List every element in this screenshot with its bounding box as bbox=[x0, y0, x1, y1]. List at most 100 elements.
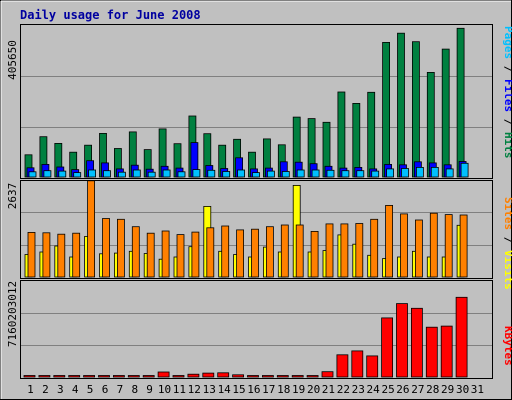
sites-bar-day-29 bbox=[444, 214, 453, 278]
pages-bar-day-1 bbox=[28, 171, 37, 178]
pages-bar-day-27 bbox=[415, 166, 424, 178]
kbytes-bar-day-12 bbox=[187, 373, 200, 378]
bars-layer bbox=[23, 27, 469, 378]
sites-bar-day-24 bbox=[370, 218, 379, 278]
sites-bar-day-7 bbox=[117, 218, 125, 278]
pages-bar-day-15 bbox=[237, 169, 246, 178]
pages-bar-day-24 bbox=[371, 170, 380, 178]
x-tick-label-day-12: 12 bbox=[188, 383, 201, 396]
sites-bar-day-6 bbox=[102, 218, 110, 278]
x-tick-label-day-15: 15 bbox=[232, 383, 245, 396]
kbytes-bar-day-26 bbox=[396, 303, 408, 378]
kbytes-bar-day-8 bbox=[127, 375, 140, 378]
pages-bar-day-19 bbox=[296, 169, 305, 178]
pages-bar-day-12 bbox=[192, 169, 201, 178]
pages-bar-day-20 bbox=[311, 169, 320, 178]
pages-bar-day-9 bbox=[147, 171, 156, 178]
ymax-label-hits: 405650 bbox=[6, 40, 19, 80]
kbytes-bar-day-19 bbox=[291, 375, 304, 378]
hits-bar-day-26 bbox=[397, 32, 405, 178]
kbytes-bar-day-30 bbox=[455, 296, 468, 378]
x-tick-label-day-26: 26 bbox=[396, 383, 409, 396]
kbytes-bar-day-16 bbox=[247, 375, 259, 378]
legend-sites: Sites bbox=[502, 197, 512, 230]
pages-bar-day-13 bbox=[207, 169, 216, 178]
pages-bar-day-11 bbox=[177, 171, 186, 178]
x-tick-label-day-10: 10 bbox=[158, 383, 171, 396]
x-tick-label-day-2: 2 bbox=[42, 383, 49, 396]
kbytes-bar-day-22 bbox=[336, 354, 349, 378]
kbytes-bar-day-20 bbox=[306, 375, 319, 378]
sites-bar-day-19 bbox=[295, 224, 304, 278]
pages-bar-day-6 bbox=[103, 170, 111, 178]
legend-sep-1: / bbox=[502, 59, 512, 79]
pages-bar-day-4 bbox=[73, 172, 82, 178]
legend-files: Files bbox=[502, 79, 512, 112]
sites-bar-day-3 bbox=[57, 233, 66, 278]
sites-bar-day-17 bbox=[265, 226, 274, 278]
kbytes-bar-day-29 bbox=[440, 325, 453, 378]
pages-bar-day-21 bbox=[326, 169, 335, 178]
pages-bar-day-25 bbox=[386, 168, 395, 178]
pages-bar-day-8 bbox=[132, 169, 141, 178]
pages-bar-day-26 bbox=[401, 168, 409, 178]
kbytes-bar-day-2 bbox=[38, 375, 51, 378]
x-tick-label-day-8: 8 bbox=[131, 383, 138, 396]
sites-bar-day-14 bbox=[221, 225, 230, 278]
kbytes-bar-day-28 bbox=[425, 326, 438, 378]
sites-bar-day-30 bbox=[459, 214, 468, 278]
pages-bar-day-17 bbox=[266, 170, 275, 178]
x-tick-label-day-14: 14 bbox=[218, 383, 232, 396]
sites-bar-day-5 bbox=[87, 180, 95, 278]
x-tick-label-day-11: 11 bbox=[173, 383, 186, 396]
kbytes-bar-day-6 bbox=[98, 375, 110, 378]
kbytes-bar-day-27 bbox=[410, 307, 423, 378]
x-tick-label-day-24: 24 bbox=[366, 383, 380, 396]
pages-bar-day-14 bbox=[222, 171, 231, 178]
legend-kbytes: KBytes bbox=[502, 326, 512, 366]
legend-sep-2: / bbox=[502, 112, 512, 132]
kbytes-bar-day-23 bbox=[351, 350, 364, 378]
ymax-label-visits: 2637 bbox=[6, 183, 19, 210]
sites-bar-day-20 bbox=[310, 230, 319, 278]
x-tick-label-day-31: 31 bbox=[471, 383, 484, 396]
side-legend-visits: Sites / Visits bbox=[502, 197, 512, 290]
ymax-label-kbytes: 7160203012 bbox=[6, 281, 19, 347]
pages-bar-day-5 bbox=[88, 169, 96, 178]
sites-bar-day-11 bbox=[176, 234, 185, 278]
x-tick-label-day-16: 16 bbox=[247, 383, 260, 396]
hits-bar-day-27 bbox=[411, 41, 420, 178]
x-tick-label-day-3: 3 bbox=[57, 383, 64, 396]
sites-bar-day-12 bbox=[191, 231, 200, 278]
hits-bar-day-28 bbox=[426, 72, 435, 178]
kbytes-bar-day-24 bbox=[366, 355, 379, 378]
kbytes-bar-day-21 bbox=[321, 371, 334, 378]
sites-bar-day-8 bbox=[131, 226, 140, 278]
pages-bar-day-29 bbox=[445, 168, 454, 178]
kbytes-bar-day-9 bbox=[142, 375, 155, 378]
legend-visits: Visits bbox=[502, 250, 512, 290]
kbytes-bar-day-10 bbox=[157, 371, 170, 378]
hits-bar-day-22 bbox=[337, 91, 346, 178]
x-tick-label-day-25: 25 bbox=[381, 383, 394, 396]
x-tick-label-day-28: 28 bbox=[426, 383, 439, 396]
hits-bar-day-25 bbox=[382, 42, 391, 178]
sites-bar-day-16 bbox=[251, 228, 259, 278]
sites-bar-day-22 bbox=[340, 223, 349, 278]
kbytes-bar-day-17 bbox=[261, 375, 274, 378]
kbytes-bar-day-18 bbox=[276, 375, 289, 378]
sites-bar-day-15 bbox=[236, 229, 245, 278]
kbytes-bar-day-25 bbox=[381, 317, 394, 378]
x-tick-label-day-7: 7 bbox=[117, 383, 124, 396]
sites-bar-day-4 bbox=[72, 232, 81, 278]
hits-bar-day-24 bbox=[367, 91, 376, 178]
pages-bar-day-3 bbox=[58, 170, 67, 178]
sites-bar-day-1 bbox=[27, 231, 36, 278]
kbytes-bar-day-7 bbox=[113, 375, 125, 378]
hits-bar-day-30 bbox=[456, 27, 465, 178]
pages-bar-day-28 bbox=[430, 166, 439, 178]
sites-bar-day-9 bbox=[146, 232, 155, 278]
legend-pages: Pages bbox=[502, 26, 512, 59]
kbytes-bar-day-5 bbox=[83, 375, 95, 378]
kbytes-bar-day-3 bbox=[53, 375, 66, 378]
